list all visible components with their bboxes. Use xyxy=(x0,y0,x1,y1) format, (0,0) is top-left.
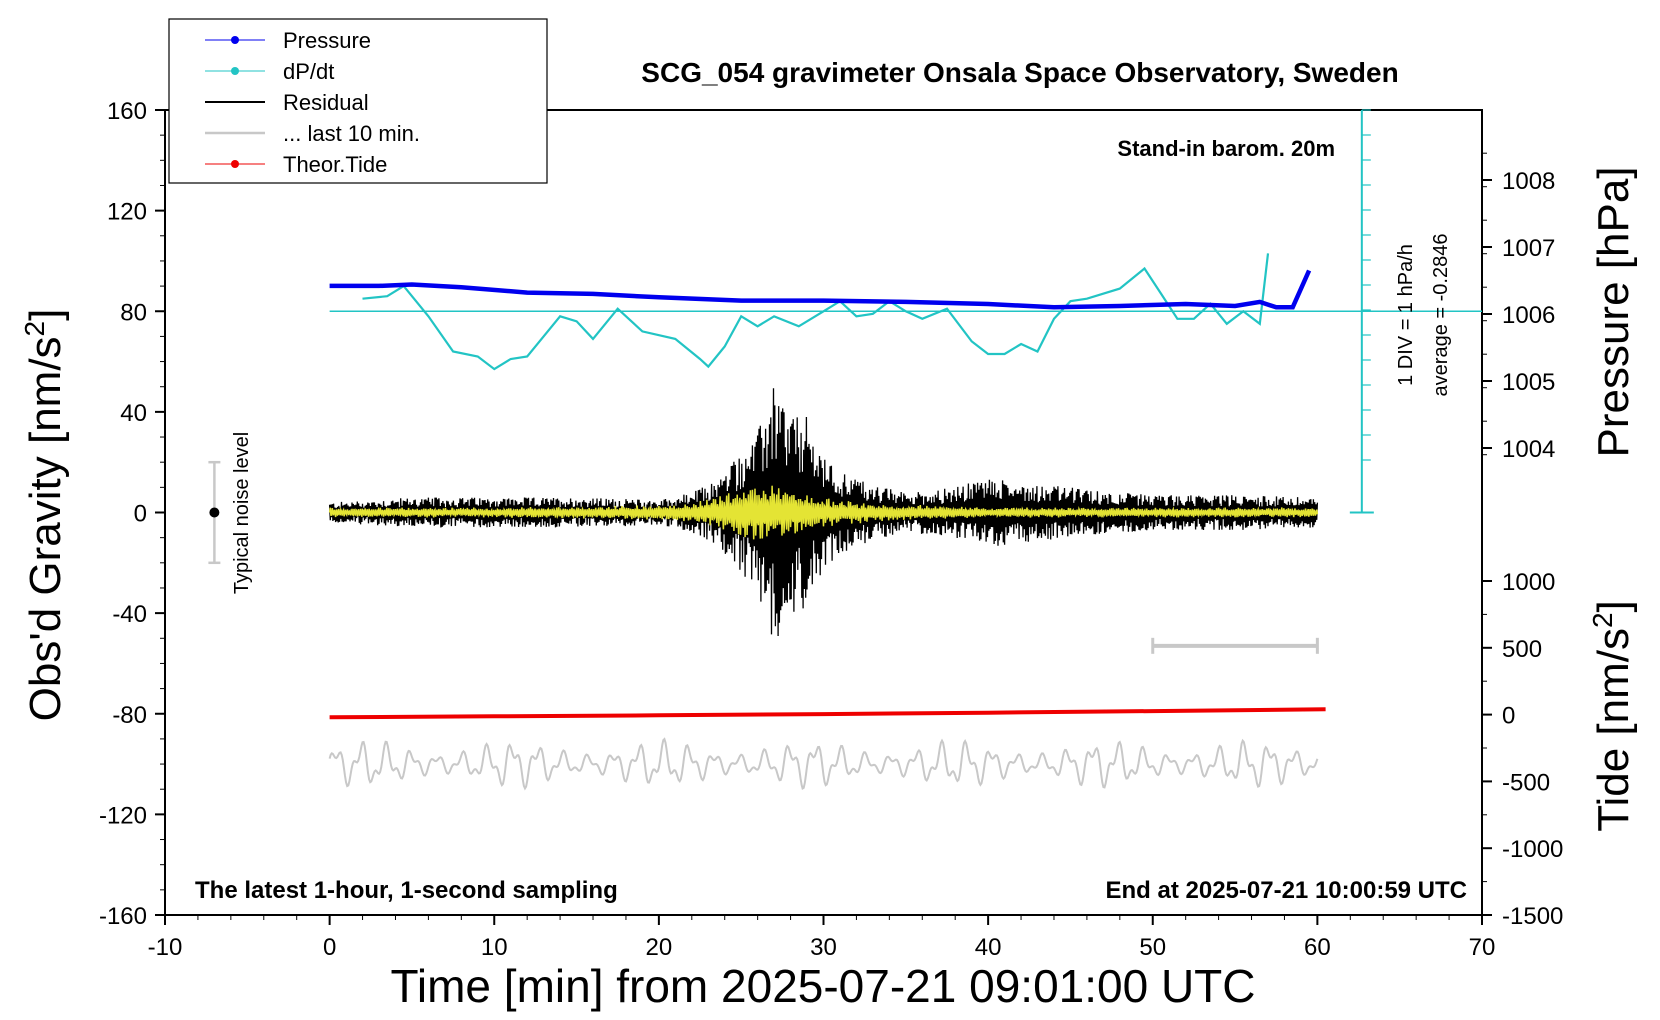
x-tick-label: 60 xyxy=(1304,934,1331,961)
legend-label-residual: Residual xyxy=(283,90,369,115)
tide-tick-label: -500 xyxy=(1502,769,1550,796)
pressure-tick-label: 1005 xyxy=(1502,369,1555,396)
y-tick-label: 80 xyxy=(120,299,147,326)
y-axis-tide-ticks: 1000 500 0 -500 -1000 -1500 xyxy=(1482,569,1563,930)
legend-label-pressure: Pressure xyxy=(283,28,371,53)
x-tick-label: 50 xyxy=(1139,934,1166,961)
x-axis-ticks: -10 0 10 20 30 40 50 60 70 xyxy=(148,915,1496,961)
sampling-note: The latest 1-hour, 1-second sampling xyxy=(195,877,618,904)
y-tick-label: -160 xyxy=(99,903,147,930)
series-filtered xyxy=(328,485,1319,540)
pressure-tick-label: 1004 xyxy=(1502,436,1555,463)
y-axis-left-label: Obs'd Gravity [nm/s2] xyxy=(19,309,70,722)
pressure-tick-label: 1007 xyxy=(1502,235,1555,262)
legend-label-dpdt: dP/dt xyxy=(283,59,334,84)
y-tick-label: 40 xyxy=(120,400,147,427)
y-tick-label: 120 xyxy=(107,199,147,226)
series-residual xyxy=(328,388,1319,637)
div-label: 1 DIV = 1 hPa/h xyxy=(1395,244,1417,386)
x-tick-label: 40 xyxy=(975,934,1002,961)
y-axis-pressure-ticks: 1008 1007 1006 1005 1004 xyxy=(1482,152,1555,463)
x-axis-label: Time [min] from 2025-07-21 09:01:00 UTC xyxy=(391,960,1256,1012)
noise-label: Typical noise level xyxy=(231,432,253,594)
series-last10 xyxy=(328,737,1319,791)
x-tick-label: 70 xyxy=(1469,934,1496,961)
dpdt-scale-bar xyxy=(1349,109,1374,514)
tide-tick-label: -1000 xyxy=(1502,836,1563,863)
tide-tick-label: 1000 xyxy=(1502,569,1555,596)
y-tick-label: 160 xyxy=(107,98,147,125)
series-theor-tide xyxy=(329,707,1326,720)
x-tick-label: 20 xyxy=(646,934,673,961)
y-left-label-close: ] xyxy=(21,309,70,321)
pressure-tick-label: 1006 xyxy=(1502,302,1555,329)
y-axis-tide-label: Tide [nm/s2] xyxy=(1587,600,1638,832)
legend-marker-pressure xyxy=(231,36,239,44)
x-tick-label: 30 xyxy=(810,934,837,961)
series-layer xyxy=(328,253,1482,791)
legend-label-last10: ... last 10 min. xyxy=(283,121,420,146)
tide-label-sup: 2 xyxy=(1587,612,1618,628)
chart-title: SCG_054 gravimeter Onsala Space Observat… xyxy=(641,57,1398,88)
pressure-tick-label: 1008 xyxy=(1502,168,1555,195)
y-tick-label: -80 xyxy=(112,702,147,729)
x-tick-label: 0 xyxy=(323,934,336,961)
y-axis-pressure-label: Pressure [hPa] xyxy=(1589,166,1638,457)
noise-level-bar xyxy=(208,460,221,565)
tide-tick-label: 0 xyxy=(1502,703,1515,730)
y-left-label-text: Obs'd Gravity [nm/s xyxy=(21,336,70,721)
y-tick-label: -120 xyxy=(99,802,147,829)
legend-label-tide: Theor.Tide xyxy=(283,152,387,177)
legend-marker-dpdt xyxy=(231,67,239,75)
y-axis-left-ticks: 160 120 80 40 0 -40 -80 -120 -160 xyxy=(99,98,165,930)
tide-tick-label: 500 xyxy=(1502,636,1542,663)
average-label: average = -0.2846 xyxy=(1430,234,1452,397)
end-time-note: End at 2025-07-21 10:00:59 UTC xyxy=(1106,877,1468,904)
noise-bar-dot xyxy=(209,507,220,518)
x-tick-label: -10 xyxy=(148,934,183,961)
last10-span-marker xyxy=(1151,637,1319,654)
tide-tick-label: -1500 xyxy=(1502,903,1563,930)
tide-label-text: Tide [nm/s xyxy=(1589,628,1638,832)
x-tick-label: 10 xyxy=(481,934,508,961)
legend-marker-tide xyxy=(231,160,239,168)
y-left-label-sup: 2 xyxy=(19,321,50,337)
series-pressure xyxy=(329,269,1312,310)
y-tick-label: -40 xyxy=(112,601,147,628)
y-tick-label: 0 xyxy=(134,501,147,528)
tide-label-close: ] xyxy=(1589,600,1638,612)
legend: Pressure dP/dt Residual ... last 10 min. The… xyxy=(168,18,548,184)
barometer-note: Stand-in barom. 20m xyxy=(1117,136,1335,161)
